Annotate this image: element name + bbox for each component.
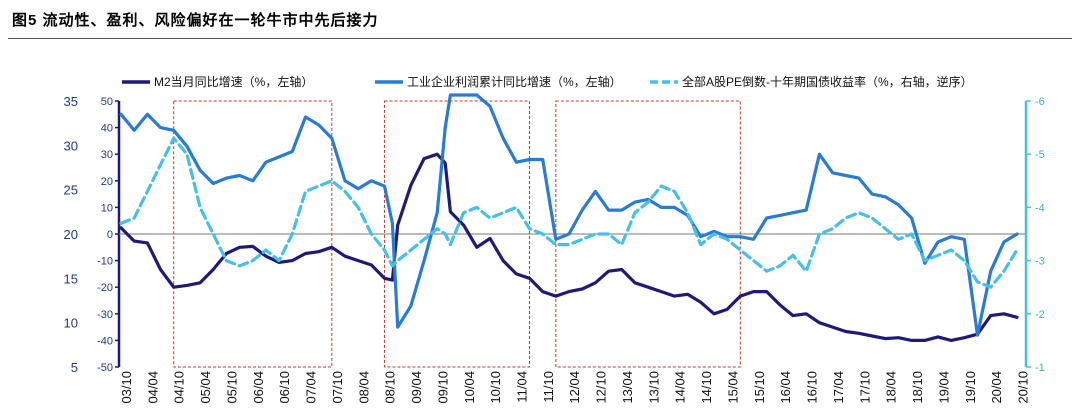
- x-tick-label: 19/04: [936, 371, 951, 404]
- x-tick-label: 08/04: [356, 371, 371, 404]
- right-tick-label: -6: [1035, 96, 1045, 108]
- series-profit-line: [119, 93, 1019, 337]
- x-tick-label: 18/04: [884, 371, 899, 404]
- x-tick-label: 11/04: [515, 371, 530, 403]
- x-tick-label: 10/10: [488, 371, 503, 404]
- x-tick-label: 20/04: [989, 371, 1004, 404]
- left-inner-tick-label: 40: [101, 123, 113, 135]
- x-tick-label: 17/04: [831, 371, 846, 404]
- x-tick-label: 07/04: [304, 371, 319, 404]
- right-tick-label: -1: [1035, 362, 1045, 374]
- left-outer-tick-label: 35: [64, 94, 78, 109]
- x-tick-label: 14/10: [699, 371, 714, 404]
- title-divider: [8, 38, 1072, 39]
- x-tick-label: 15/10: [752, 371, 767, 404]
- left-inner-tick-label: 30: [101, 149, 113, 161]
- series-pe-line: [119, 136, 1019, 289]
- right-tick-label: -3: [1035, 256, 1045, 268]
- x-tick-label: 12/10: [594, 371, 609, 404]
- x-tick-label: 16/04: [778, 371, 793, 404]
- left-inner-tick-label: -40: [97, 335, 113, 347]
- x-tick-label: 20/10: [1015, 371, 1030, 404]
- x-tick-label: 09/10: [435, 371, 450, 404]
- left-outer-tick-label: 15: [64, 271, 78, 286]
- x-tick-label: 13/10: [646, 371, 661, 404]
- left-inner-tick-label: -20: [97, 282, 113, 294]
- left-outer-tick-label: 20: [64, 227, 78, 242]
- left-outer-tick-label: 30: [64, 138, 78, 153]
- x-tick-label: 18/10: [910, 371, 925, 404]
- figure-title: 图5 流动性、盈利、风险偏好在一轮牛市中先后接力: [12, 12, 379, 29]
- legend: M2当月同比增速（%，左轴） 工业企业利润累计同比增速（%，左轴） 全部A股PE倒数…: [122, 74, 973, 89]
- left-inner-tick-label: 0: [107, 229, 113, 241]
- x-tick-label: 17/10: [857, 371, 872, 404]
- axes: 35 30 25 20 15 10 5 50 40 30 20 10 0 -10 -20 -30 -40 -50 -…: [64, 94, 1045, 375]
- series-lines: [119, 93, 1019, 342]
- right-tick-label: -5: [1035, 149, 1045, 161]
- x-tick-label: 04/04: [145, 371, 160, 404]
- series-m2-line: [119, 152, 1019, 342]
- x-tick-label: 05/04: [198, 371, 213, 404]
- left-outer-tick-label: 25: [64, 183, 78, 198]
- x-tick-label: 03/10: [119, 371, 134, 404]
- x-tick-label: 15/04: [725, 371, 740, 404]
- x-tick-label: 09/04: [409, 371, 424, 404]
- left-outer-tick-label: 10: [64, 316, 78, 331]
- x-tick-label: 04/10: [172, 371, 187, 404]
- left-inner-tick-label: -50: [97, 362, 113, 374]
- x-tick-label: 05/10: [224, 371, 239, 404]
- x-tick-label: 06/04: [251, 371, 266, 404]
- x-tick-label: 13/04: [620, 371, 635, 404]
- left-inner-tick-label: 10: [101, 202, 113, 214]
- right-tick-label: -2: [1035, 309, 1045, 321]
- x-axis-labels: 03/10 04/04 04/10 05/04 05/10 06/04 06/10 07/04…: [119, 371, 1030, 404]
- x-tick-label: 07/10: [330, 371, 345, 404]
- left-outer-tick-label: 5: [71, 360, 78, 375]
- left-inner-tick-label: -30: [97, 309, 113, 321]
- legend-label-2: 工业企业利润累计同比增速（%，左轴）: [407, 74, 622, 89]
- x-tick-label: 10/04: [462, 371, 477, 404]
- legend-label-1: M2当月同比增速（%，左轴）: [154, 74, 313, 89]
- legend-label-3: 全部A股PE倒数-十年期国债收益率（%，右轴，逆序）: [682, 74, 973, 89]
- title-bar: 图5 流动性、盈利、风险偏好在一轮牛市中先后接力: [0, 0, 1080, 40]
- x-tick-label: 12/04: [567, 371, 582, 404]
- x-tick-label: 19/10: [963, 371, 978, 404]
- x-tick-label: 06/10: [277, 371, 292, 404]
- x-tick-label: 11/10: [541, 371, 556, 403]
- left-inner-tick-label: -10: [97, 256, 113, 268]
- x-tick-label: 16/10: [805, 371, 820, 404]
- x-tick-label: 08/10: [383, 371, 398, 404]
- right-tick-label: -4: [1035, 202, 1045, 214]
- x-tick-label: 14/04: [673, 371, 688, 404]
- left-inner-tick-label: 50: [101, 96, 113, 108]
- left-inner-tick-label: 20: [101, 176, 113, 188]
